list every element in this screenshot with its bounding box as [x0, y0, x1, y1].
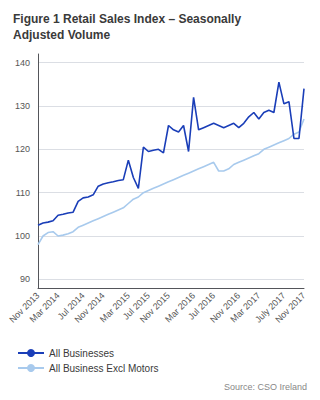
svg-text:July 2017: July 2017: [253, 290, 288, 325]
svg-text:Nov 2013: Nov 2013: [7, 290, 42, 325]
svg-text:Mar 2015: Mar 2015: [98, 290, 132, 325]
svg-text:100: 100: [15, 231, 30, 241]
svg-text:130: 130: [15, 101, 30, 111]
svg-text:Nov 2017: Nov 2017: [273, 290, 307, 324]
svg-text:Nov 2015: Nov 2015: [137, 290, 172, 325]
svg-text:110: 110: [16, 188, 30, 198]
svg-text:Nov 2014: Nov 2014: [72, 290, 107, 325]
svg-text:Mar 2017: Mar 2017: [228, 290, 263, 325]
svg-text:Figure 1 Retail Sales Index –: Figure 1 Retail Sales Index – Seasonally: [13, 12, 241, 26]
svg-text:90: 90: [20, 274, 30, 284]
svg-text:Jul 2015: Jul 2015: [120, 290, 152, 322]
svg-text:Jul 2016: Jul 2016: [186, 290, 218, 322]
svg-text:Mar 2016: Mar 2016: [163, 290, 198, 325]
svg-text:Jul 2014: Jul 2014: [55, 290, 87, 322]
svg-text:Mar 2014: Mar 2014: [28, 290, 62, 324]
svg-text:All Businesses: All Businesses: [49, 348, 114, 359]
svg-text:Adjusted Volume: Adjusted Volume: [13, 28, 110, 42]
svg-text:140: 140: [15, 58, 30, 68]
svg-text:120: 120: [15, 144, 30, 154]
svg-text:Source: CSO Ireland: Source: CSO Ireland: [224, 382, 307, 392]
svg-text:All Business Excl Motors: All Business Excl Motors: [49, 363, 158, 374]
svg-text:Nov 2016: Nov 2016: [208, 290, 243, 325]
